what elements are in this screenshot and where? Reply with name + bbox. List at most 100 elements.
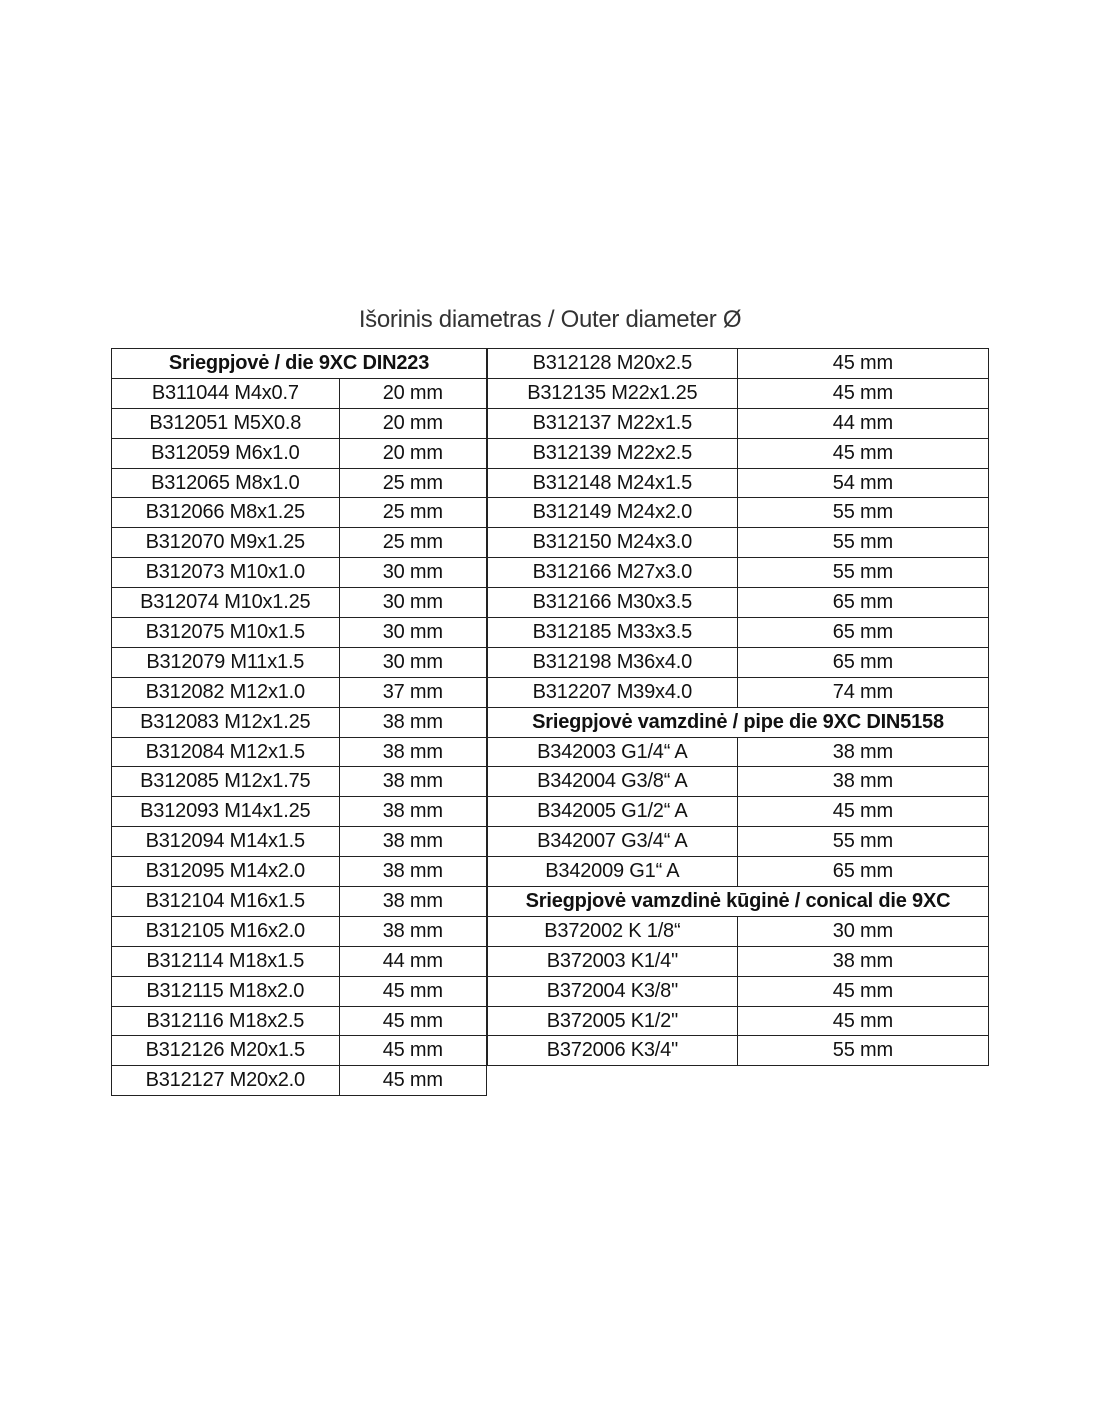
table-row: B312073 M10x1.0 30 mm	[111, 557, 488, 589]
product-code-cell: B312073 M10x1.0	[111, 557, 340, 589]
diameter-cell: 37 mm	[338, 676, 488, 708]
diameter-cell: 30 mm	[338, 646, 488, 678]
product-code-cell: B342004 G3/8“ A	[487, 766, 738, 798]
table-row: B312066 M8x1.25 25 mm	[111, 497, 488, 529]
section-header-row: Sriegpjovė / die 9XC DIN223	[111, 348, 487, 379]
product-code-cell: B312139 M22x2.5	[487, 437, 738, 469]
table-row: B312079 M11x1.5 30 mm	[111, 646, 488, 678]
product-code-cell: B312166 M27x3.0	[487, 557, 738, 589]
table-row: B312094 M14x1.5 38 mm	[111, 826, 488, 858]
diameter-cell: 65 mm	[736, 646, 990, 678]
section-header: Sriegpjovė vamzdinė kūginė / conical die…	[487, 886, 989, 917]
product-code-cell: B312095 M14x2.0	[111, 856, 340, 888]
table-row: B312198 M36x4.0 65 mm	[487, 646, 990, 678]
table-row: B312116 M18x2.5 45 mm	[111, 1005, 488, 1037]
product-code-cell: B312149 M24x2.0	[487, 497, 738, 529]
diameter-cell: 30 mm	[736, 915, 990, 947]
product-code-cell: B312104 M16x1.5	[111, 886, 340, 917]
product-code-cell: B372004 K3/8"	[487, 975, 738, 1007]
table-row: B312075 M10x1.5 30 mm	[111, 617, 488, 648]
product-code-cell: B312105 M16x2.0	[111, 915, 340, 947]
product-code-cell: B312084 M12x1.5	[111, 736, 340, 768]
table-row: B312149 M24x2.0 55 mm	[487, 497, 990, 529]
table-row: B312114 M18x1.5 44 mm	[111, 945, 488, 977]
product-code-cell: B312070 M9x1.25	[111, 527, 340, 559]
product-code-cell: B311044 M4x0.7	[111, 377, 340, 409]
product-code-cell: B312074 M10x1.25	[111, 587, 340, 619]
diameter-cell: 44 mm	[338, 945, 488, 977]
product-code-cell: B312051 M5X0.8	[111, 407, 340, 439]
product-code-cell: B312082 M12x1.0	[111, 676, 340, 708]
table-row: B342003 G1/4“ A 38 mm	[487, 736, 990, 768]
diameter-cell: 30 mm	[338, 617, 488, 648]
diameter-cell: 30 mm	[338, 587, 488, 619]
product-code-cell: B312059 M6x1.0	[111, 437, 340, 469]
diameter-cell: 45 mm	[338, 1005, 488, 1037]
table-row: B312082 M12x1.0 37 mm	[111, 676, 488, 708]
table-row: B312059 M6x1.0 20 mm	[111, 437, 488, 469]
left-diameter-table: Sriegpjovė / die 9XC DIN223 B311044 M4x0.…	[111, 348, 488, 1097]
product-code-cell: B312066 M8x1.25	[111, 497, 340, 529]
table-row: B342004 G3/8“ A 38 mm	[487, 766, 990, 798]
table-row: B372005 K1/2" 45 mm	[487, 1005, 990, 1037]
product-code-cell: B312207 M39x4.0	[487, 676, 738, 708]
table-row: B312093 M14x1.25 38 mm	[111, 796, 488, 828]
table-row: B312166 M27x3.0 55 mm	[487, 557, 990, 589]
diameter-cell: 44 mm	[736, 407, 990, 439]
diameter-cell: 45 mm	[338, 975, 488, 1007]
table-row: B312148 M24x1.5 54 mm	[487, 467, 990, 499]
diameter-cell: 55 mm	[736, 1035, 990, 1067]
diameter-cell: 45 mm	[338, 1065, 488, 1097]
diameter-cell: 55 mm	[736, 527, 990, 559]
product-code-cell: B312116 M18x2.5	[111, 1005, 340, 1037]
diameter-cell: 38 mm	[338, 856, 488, 888]
diameter-cell: 38 mm	[338, 796, 488, 828]
document-title: Išorinis diametras / Outer diameter Ø	[358, 306, 742, 333]
table-row: B312185 M33x3.5 65 mm	[487, 617, 990, 648]
diameter-cell: 20 mm	[338, 437, 488, 469]
diameter-cell: 45 mm	[736, 348, 990, 379]
table-row: B311044 M4x0.7 20 mm	[111, 377, 488, 409]
table-row: B342005 G1/2“ A 45 mm	[487, 796, 990, 828]
product-code-cell: B342009 G1“ A	[487, 856, 738, 888]
product-code-cell: B312148 M24x1.5	[487, 467, 738, 499]
product-code-cell: B342003 G1/4“ A	[487, 736, 738, 768]
table-row: B312115 M18x2.0 45 mm	[111, 975, 488, 1007]
diameter-cell: 65 mm	[736, 587, 990, 619]
diameter-cell: 38 mm	[338, 706, 488, 738]
diameter-cell: 74 mm	[736, 676, 990, 708]
product-code-cell: B312127 M20x2.0	[111, 1065, 340, 1097]
product-code-cell: B312185 M33x3.5	[487, 617, 738, 648]
product-code-cell: B312135 M22x1.25	[487, 377, 738, 409]
section-header: Sriegpjovė vamzdinė / pipe die 9XC DIN51…	[487, 706, 989, 738]
product-code-cell: B312115 M18x2.0	[111, 975, 340, 1007]
diameter-cell: 20 mm	[338, 407, 488, 439]
table-row: B342009 G1“ A 65 mm	[487, 856, 990, 888]
table-row: B312070 M9x1.25 25 mm	[111, 527, 488, 559]
diameter-cell: 38 mm	[338, 886, 488, 917]
table-row: B312166 M30x3.5 65 mm	[487, 587, 990, 619]
diameter-cell: 38 mm	[736, 736, 990, 768]
product-code-cell: B342005 G1/2“ A	[487, 796, 738, 828]
product-code-cell: B372003 K1/4"	[487, 945, 738, 977]
table-row: B372003 K1/4" 38 mm	[487, 945, 990, 977]
product-code-cell: B312093 M14x1.25	[111, 796, 340, 828]
table-row: B312105 M16x2.0 38 mm	[111, 915, 488, 947]
right-diameter-table: B312128 M20x2.5 45 mm B312135 M22x1.25 45 m…	[487, 348, 990, 1067]
product-code-cell: B372002 K 1/8“	[487, 915, 738, 947]
section-header-row: Sriegpjovė vamzdinė kūginė / conical die…	[487, 886, 989, 917]
product-code-cell: B312085 M12x1.75	[111, 766, 340, 798]
diameter-cell: 45 mm	[736, 377, 990, 409]
table-row: B312084 M12x1.5 38 mm	[111, 736, 488, 768]
product-code-cell: B312198 M36x4.0	[487, 646, 738, 678]
diameter-cell: 20 mm	[338, 377, 488, 409]
diameter-cell: 30 mm	[338, 557, 488, 589]
diameter-cell: 25 mm	[338, 467, 488, 499]
diameter-cell: 55 mm	[736, 557, 990, 589]
diameter-cell: 54 mm	[736, 467, 990, 499]
table-row: B312065 M8x1.0 25 mm	[111, 467, 488, 499]
table-row: B312135 M22x1.25 45 mm	[487, 377, 990, 409]
table-row: B312207 M39x4.0 74 mm	[487, 676, 990, 708]
product-code-cell: B312114 M18x1.5	[111, 945, 340, 977]
table-row: B312083 M12x1.25 38 mm	[111, 706, 488, 738]
